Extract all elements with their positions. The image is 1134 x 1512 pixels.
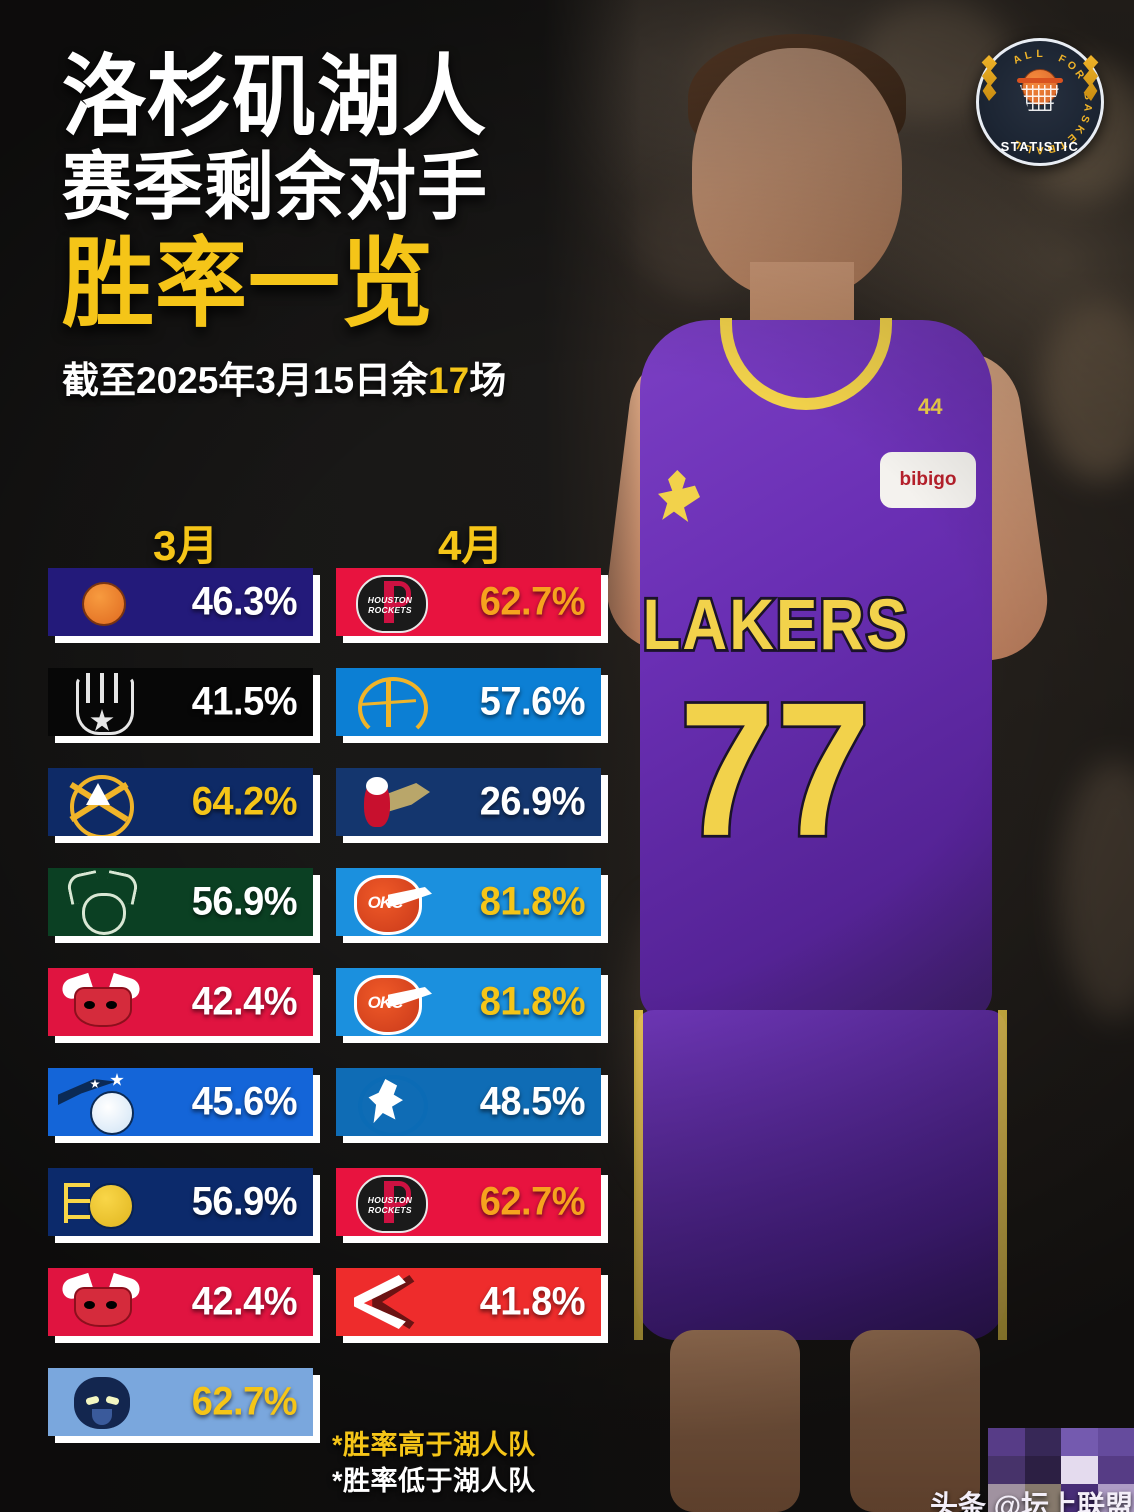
hoop-rim-icon	[1017, 78, 1063, 83]
bar-row: 42.4%	[48, 1268, 313, 1336]
win-rate-value: 48.5%	[479, 1079, 586, 1124]
warriors-logo-icon	[336, 668, 444, 736]
watermark-handle: 头条 @坛上联盟	[930, 1490, 1134, 1512]
headline-line-2: 赛季剩余对手	[62, 145, 488, 229]
all-for-basketball-badge: ALL FOR BASKETBALL STATISTIC	[976, 38, 1104, 166]
win-rate-value: 81.8%	[479, 979, 586, 1024]
legend-lower: *胜率低于湖人队	[332, 1465, 536, 1496]
win-rate-value: 62.7%	[479, 579, 586, 624]
win-rate-value: 62.7%	[191, 1379, 298, 1424]
win-rate-value: 64.2%	[191, 779, 298, 824]
shorts-stripe-right	[998, 1010, 1007, 1340]
hoop-net-icon	[1020, 85, 1060, 111]
player-leg-left	[670, 1330, 800, 1512]
win-rate-value: 41.5%	[191, 679, 298, 724]
nuggets-logo-icon	[48, 768, 156, 836]
win-rate-value: 56.9%	[191, 1179, 298, 1224]
subtitle-games-remaining: 17	[428, 360, 470, 401]
bar-row: OKC 81.8%	[336, 968, 601, 1036]
pelicans-logo-icon	[336, 768, 444, 836]
blazers-logo-icon	[336, 1268, 444, 1336]
bulls-logo-icon	[48, 1268, 156, 1336]
rockets-logo-icon: HOUSTON ROCKETS	[336, 568, 444, 636]
jersey-shoulder-number: 44	[918, 394, 943, 419]
win-rate-value: 45.6%	[191, 1079, 298, 1124]
headline-subtitle: 截至2025年3月15日余17场	[62, 350, 582, 404]
grizzlies-logo-icon	[48, 1368, 156, 1436]
bar-row: 42.4%	[48, 968, 313, 1036]
bulls-logo-icon	[48, 968, 156, 1036]
headline-block: 洛杉矶湖人 赛季剩余对手 胜率一览 截至2025年3月15日余17场	[62, 52, 582, 404]
win-rate-value: 46.3%	[191, 579, 298, 624]
bar-row: 56.9%	[48, 868, 313, 936]
badge-lower-text: STATISTIC	[1000, 139, 1080, 154]
bar-row: 56.9%	[48, 1168, 313, 1236]
player-photo: bibigo 44 LAKERS 77	[600, 0, 1134, 1512]
mavericks-logo-icon	[336, 1068, 444, 1136]
suns-logo-icon	[48, 568, 156, 636]
bar-row: 48.5%	[336, 1068, 601, 1136]
column-header-march: 3月	[153, 522, 219, 569]
bar-row: 62.7%	[48, 1368, 313, 1436]
legend: *胜率高于湖人队 *胜率低于湖人队	[332, 1428, 536, 1499]
jersey-team-name: LAKERS	[640, 583, 910, 668]
win-rate-value: 57.6%	[479, 679, 586, 724]
bar-row: 57.6%	[336, 668, 601, 736]
laurel-left-icon	[981, 55, 997, 101]
thunder-logo-icon: OKC	[336, 968, 444, 1036]
bar-row: HOUSTON ROCKETS 62.7%	[336, 1168, 601, 1236]
bar-row: 26.9%	[336, 768, 601, 836]
win-rate-value: 56.9%	[191, 879, 298, 924]
win-rate-value: 26.9%	[479, 779, 586, 824]
column-april: HOUSTON ROCKETS 62.7% 57.6% 26.9% OKC 81.8% OK…	[336, 568, 601, 1368]
legend-higher: *胜率高于湖人队	[332, 1430, 536, 1460]
pacers-logo-icon	[48, 1168, 156, 1236]
subtitle-suffix: 场	[469, 360, 507, 401]
left-dark-overlay	[0, 0, 640, 1512]
player-head	[692, 48, 902, 298]
column-headers: 3月 4月	[48, 512, 608, 569]
bar-row: 41.8%	[336, 1268, 601, 1336]
bucks-logo-icon	[48, 868, 156, 936]
jersey-number: 77	[677, 663, 873, 877]
bar-row: 45.6%	[48, 1068, 313, 1136]
rockets-logo-icon: HOUSTON ROCKETS	[336, 1168, 444, 1236]
mosaic-censor-block	[988, 1428, 1134, 1512]
badge-hoop-icon	[1003, 65, 1077, 139]
bar-row: HOUSTON ROCKETS 62.7%	[336, 568, 601, 636]
jersey-sponsor-patch: bibigo	[880, 452, 976, 508]
spurs-logo-icon	[48, 668, 156, 736]
win-rate-chart: 3月 4月 46.3% 41.5% 64.2% 56.9% 42.4% 45.6% 56.9…	[48, 512, 608, 1488]
column-header-april: 4月	[438, 522, 504, 569]
bar-row: OKC 81.8%	[336, 868, 601, 936]
bar-row: 41.5%	[48, 668, 313, 736]
win-rate-value: 81.8%	[479, 879, 586, 924]
player-shorts	[636, 1010, 1006, 1340]
magic-logo-icon	[48, 1068, 156, 1136]
headline-line-3: 胜率一览	[62, 230, 435, 339]
thunder-logo-icon: OKC	[336, 868, 444, 936]
bar-row: 46.3%	[48, 568, 313, 636]
subtitle-prefix: 截至2025年3月15日余	[62, 360, 429, 401]
bars-grid: 46.3% 41.5% 64.2% 56.9% 42.4% 45.6% 56.9% 42.4%…	[48, 568, 608, 1488]
win-rate-value: 42.4%	[191, 1279, 298, 1324]
bar-row: 64.2%	[48, 768, 313, 836]
player-leg-right	[850, 1330, 980, 1512]
win-rate-value: 42.4%	[191, 979, 298, 1024]
column-march: 46.3% 41.5% 64.2% 56.9% 42.4% 45.6% 56.9% 42.4%…	[48, 568, 313, 1468]
win-rate-value: 41.8%	[479, 1279, 586, 1324]
win-rate-value: 62.7%	[479, 1179, 586, 1224]
player-jersey	[640, 320, 992, 1020]
headline-line-1: 洛杉矶湖人	[62, 46, 488, 147]
